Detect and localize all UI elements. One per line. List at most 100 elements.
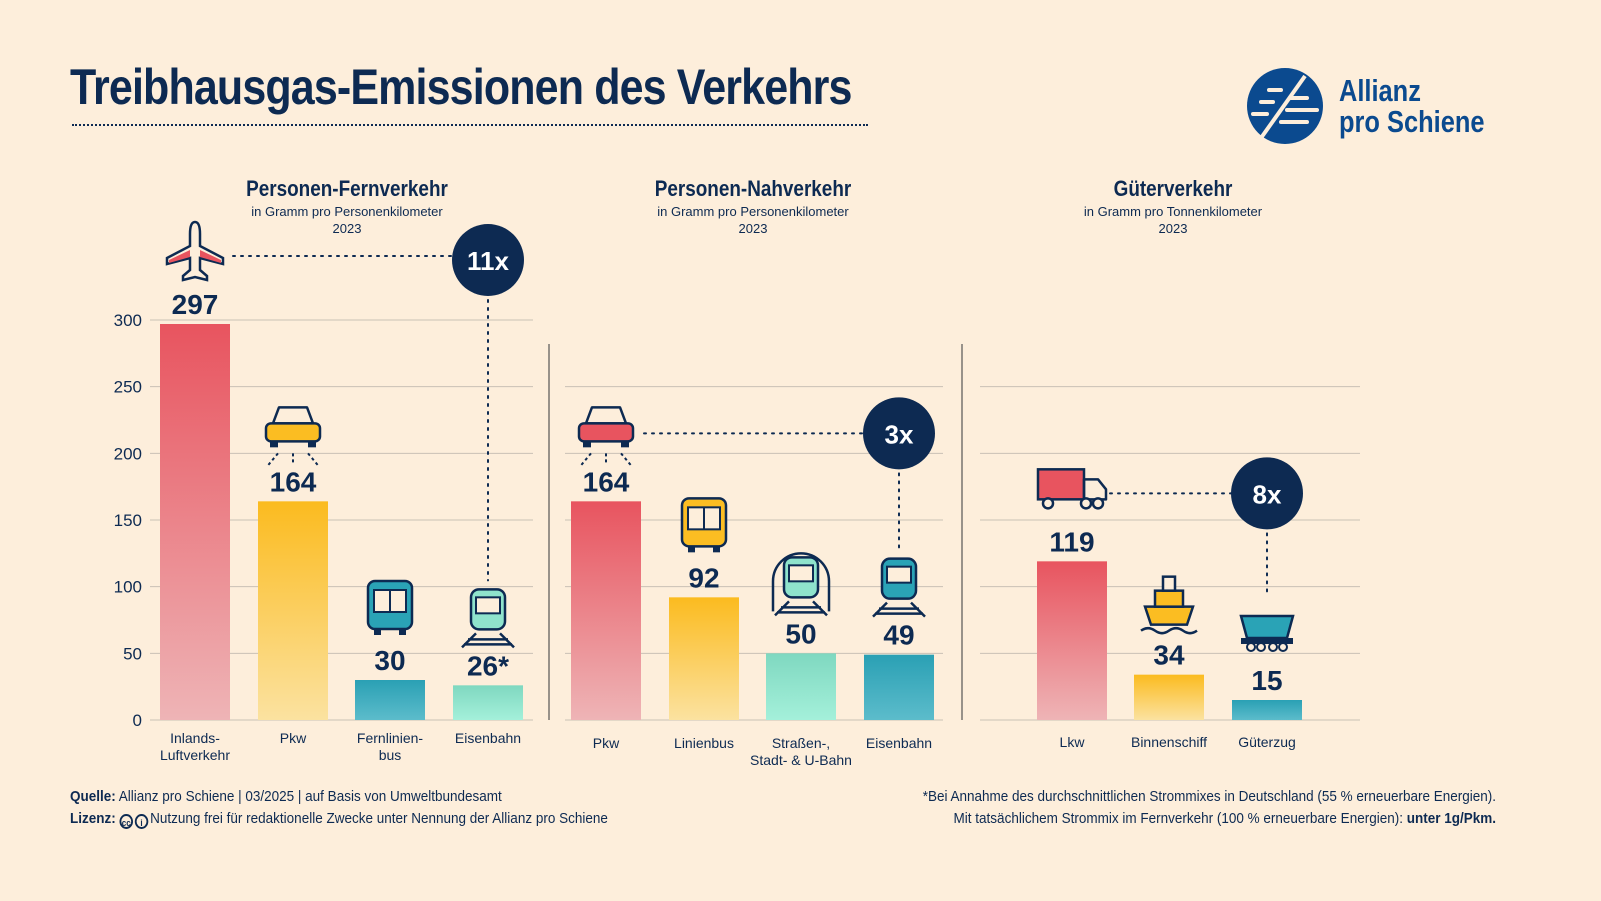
value-label: 34 bbox=[1153, 640, 1185, 671]
plane-body bbox=[165, 220, 225, 282]
wagon-wheel bbox=[1256, 642, 1266, 652]
value-label: 30 bbox=[374, 645, 405, 676]
comparison-badge bbox=[452, 224, 524, 296]
category-label-line: Luftverkehr bbox=[160, 747, 230, 763]
cc-icon: cc bbox=[119, 814, 134, 829]
train-window bbox=[788, 564, 814, 583]
bar bbox=[258, 501, 328, 720]
y-tick-label: 50 bbox=[123, 644, 142, 663]
category-label-line: Fernlinien- bbox=[357, 730, 423, 746]
car-wheel bbox=[583, 441, 591, 448]
attribution-icon: i bbox=[134, 814, 149, 829]
note-line1: *Bei Annahme des durchschnittlichen Stro… bbox=[922, 788, 1496, 805]
bar bbox=[453, 685, 523, 720]
bar bbox=[1134, 674, 1204, 720]
bar bbox=[864, 654, 934, 720]
comparison-badge bbox=[1231, 457, 1303, 530]
tunnel bbox=[771, 552, 831, 612]
road-lines bbox=[267, 452, 319, 466]
plane-wing bbox=[169, 250, 221, 263]
ship-funnel bbox=[1161, 575, 1177, 592]
bar bbox=[766, 653, 836, 720]
comparison-label: 3x bbox=[885, 419, 914, 449]
panel-year: 2023 bbox=[333, 221, 362, 236]
bar bbox=[1232, 700, 1302, 720]
y-tick-label: 150 bbox=[114, 511, 142, 530]
category-label: Inlands-Luftverkehr bbox=[160, 730, 230, 763]
logo-text-line2: pro Schiene bbox=[1339, 104, 1485, 139]
category-label: Güterzug bbox=[1238, 734, 1296, 750]
wagon-body bbox=[1239, 614, 1295, 640]
water-waves bbox=[1140, 626, 1198, 635]
bus-wheel bbox=[688, 546, 695, 553]
truck-wheel bbox=[1041, 497, 1055, 510]
truck-wheel bbox=[1091, 497, 1105, 510]
car-icon bbox=[577, 406, 635, 466]
category-label-line: Eisenbahn bbox=[866, 735, 932, 751]
bar bbox=[160, 324, 230, 720]
y-tick-label: 300 bbox=[114, 311, 142, 330]
train-icon bbox=[461, 588, 515, 649]
car-roof bbox=[271, 406, 315, 425]
value-label: 164 bbox=[583, 466, 630, 497]
tram-icon bbox=[771, 552, 831, 617]
value-label: 92 bbox=[688, 562, 719, 593]
panel-1: Personen-Fernverkehr in Gramm pro Persone… bbox=[114, 177, 533, 763]
value-label: 26* bbox=[467, 650, 509, 681]
note-line2: Mit tatsächlichem Strommix im Fernverkeh… bbox=[953, 810, 1403, 827]
panel-subtitle: in Gramm pro Personenkilometer bbox=[251, 204, 443, 219]
source-label: Quelle: bbox=[70, 788, 116, 805]
bus-icon bbox=[680, 497, 728, 553]
y-tick-label: 200 bbox=[114, 444, 142, 463]
plane-icon bbox=[165, 220, 225, 282]
panel-title: Personen-Nahverkehr bbox=[655, 177, 851, 202]
y-tick-label: 0 bbox=[133, 711, 142, 730]
rail-tracks bbox=[774, 600, 828, 617]
wagon-wheel bbox=[1278, 642, 1288, 652]
value-label: 297 bbox=[172, 289, 219, 320]
panel-subtitle: in Gramm pro Tonnenkilometer bbox=[1084, 204, 1263, 219]
bus-icon bbox=[366, 579, 414, 635]
truck-container bbox=[1036, 468, 1086, 501]
panel-title: Personen-Fernverkehr bbox=[246, 177, 448, 202]
truck-icon bbox=[1036, 468, 1108, 510]
category-label-line: Inlands- bbox=[170, 730, 220, 746]
category-label: Eisenbahn bbox=[866, 735, 932, 751]
category-label-line: Pkw bbox=[280, 730, 307, 746]
value-label: 49 bbox=[883, 620, 914, 651]
category-label: Binnenschiff bbox=[1131, 734, 1207, 750]
category-label: Eisenbahn bbox=[455, 730, 521, 746]
ship-cabin bbox=[1153, 589, 1185, 608]
car-wheel bbox=[270, 441, 278, 448]
value-label: 164 bbox=[270, 466, 317, 497]
logo: Allianz pro Schiene bbox=[1247, 68, 1516, 144]
panel-2: Personen-Nahverkehr in Gramm pro Personen… bbox=[548, 177, 943, 768]
bar bbox=[669, 597, 739, 720]
train-icon bbox=[872, 557, 926, 618]
value-label: 119 bbox=[1049, 526, 1094, 557]
car-body bbox=[577, 422, 635, 443]
comparison-label: 8x bbox=[1253, 479, 1282, 509]
value-label: 50 bbox=[785, 618, 816, 649]
bar bbox=[1037, 561, 1107, 720]
category-label-line: Pkw bbox=[593, 735, 620, 751]
comparison-label: 11x bbox=[467, 246, 509, 276]
footer-note: *Bei Annahme des durchschnittlichen Stro… bbox=[923, 786, 1496, 830]
panel-year: 2023 bbox=[1159, 221, 1188, 236]
truck-wheel bbox=[1079, 497, 1093, 510]
panel-year: 2023 bbox=[739, 221, 768, 236]
ship-icon bbox=[1140, 575, 1198, 635]
bar bbox=[571, 501, 641, 720]
page-title: Treibhausgas-Emissionen des Verkehrs bbox=[70, 59, 852, 115]
road-lines bbox=[580, 452, 632, 466]
train-window bbox=[886, 565, 912, 584]
license-label: Lizenz: bbox=[70, 810, 116, 827]
truck-cab bbox=[1082, 478, 1108, 501]
y-tick-label: 100 bbox=[114, 578, 142, 597]
bus-wheel bbox=[399, 629, 406, 635]
category-label: Pkw bbox=[280, 730, 307, 746]
category-label: Pkw bbox=[593, 735, 620, 751]
category-label-line: bus bbox=[379, 747, 402, 763]
wagon-frame bbox=[1241, 638, 1293, 644]
